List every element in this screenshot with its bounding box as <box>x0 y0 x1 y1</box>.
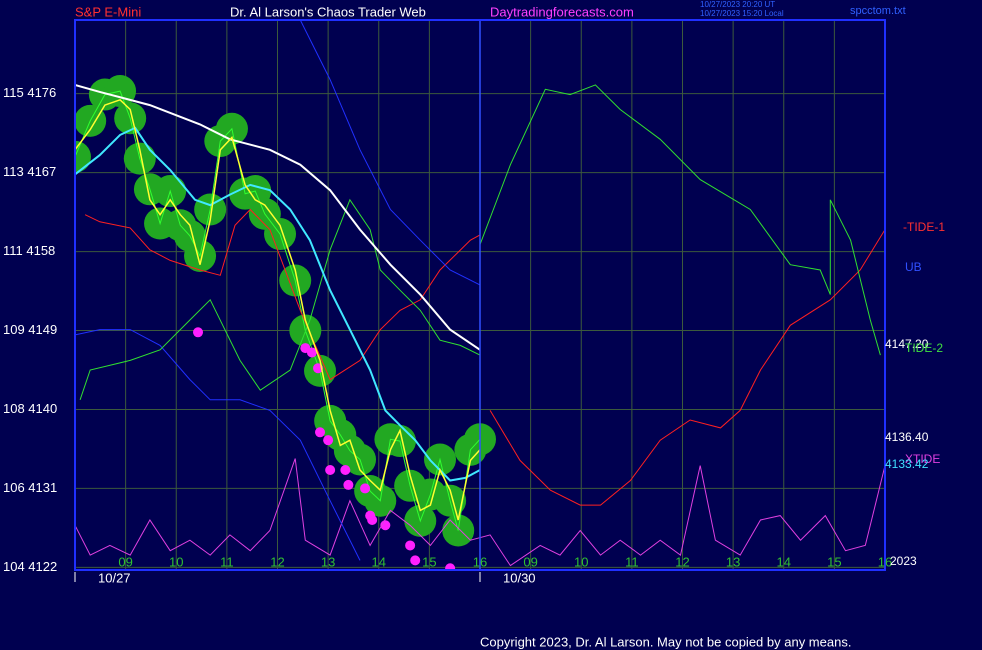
symbol: S&P E-Mini <box>75 4 141 19</box>
annotation: -TIDE-1 <box>903 220 945 234</box>
series-line <box>75 126 481 482</box>
turn-dot <box>367 515 378 525</box>
x-tick-label: 14 <box>777 554 791 569</box>
y-tick-label: 106 4131 <box>3 480 57 495</box>
turn-dot <box>323 435 334 446</box>
turn-dot <box>340 465 351 475</box>
y-tick-label: 108 4140 <box>3 401 57 416</box>
annotation: XTIDE <box>905 452 940 466</box>
series-line <box>75 329 361 561</box>
series-line <box>84 208 885 506</box>
x-tick-label: 10 <box>169 554 183 569</box>
turn-dot <box>445 563 456 570</box>
series-line <box>75 98 481 521</box>
y-tick-label: 113 4167 <box>3 164 56 179</box>
copyright: Copyright 2023, Dr. Al Larson. May not b… <box>480 634 851 649</box>
y-tick-label: 111 4158 <box>3 243 55 258</box>
annotation: 4133.42 <box>885 457 929 471</box>
x-tick-label: 10 <box>574 554 588 569</box>
series-line <box>75 458 885 567</box>
y-tick-label: 104 4122 <box>3 559 57 574</box>
y-tick-label: 115 4176 <box>3 85 56 100</box>
x-tick-label: 11 <box>220 554 234 569</box>
date-label: 10/30 <box>503 570 536 585</box>
x-tick-label: 12 <box>270 554 284 569</box>
x-tick-label: 15 <box>827 554 841 569</box>
series-line <box>79 84 881 400</box>
timestamp: 10/27/2023 20:20 UT <box>700 0 775 9</box>
date-label: 10/27 <box>98 570 131 585</box>
x-tick-label: 16 <box>473 554 487 569</box>
turn-dot <box>193 327 204 338</box>
annotation: 4136.40 <box>885 430 929 444</box>
turn-dot <box>360 483 371 494</box>
annotation: 2023 <box>890 554 917 568</box>
annotation: 4147.20 <box>885 337 929 351</box>
x-tick-label: 09 <box>118 554 132 569</box>
x-tick-label: 12 <box>675 554 689 569</box>
plot-frame <box>74 19 886 571</box>
series-line <box>75 83 481 351</box>
x-tick-label: 15 <box>422 554 436 569</box>
x-tick-label: 13 <box>321 554 335 569</box>
series-line <box>299 20 481 286</box>
x-tick-label: 11 <box>625 554 639 569</box>
turn-dot <box>343 479 354 490</box>
y-tick-label: 109 4149 <box>3 322 57 337</box>
turn-dot <box>405 540 416 551</box>
timestamp: 10/27/2023 15:20 Local <box>700 9 784 18</box>
turn-dot <box>315 427 326 438</box>
site: Daytradingforecasts.com <box>490 4 634 19</box>
x-tick-label: 16 <box>878 554 892 569</box>
x-tick-label: 14 <box>372 554 386 569</box>
annotation: TIDE-2 <box>905 341 943 355</box>
annotation: UB <box>905 260 922 274</box>
chart-title: Dr. Al Larson's Chaos Trader Web <box>230 4 426 19</box>
turn-dot <box>325 465 336 475</box>
turn-dot <box>410 555 421 566</box>
series-line <box>75 90 481 531</box>
file-name: spcctom.txt <box>850 5 906 17</box>
x-tick-label: 09 <box>523 554 537 569</box>
x-tick-label: 13 <box>726 554 740 569</box>
turn-dot <box>306 347 317 358</box>
